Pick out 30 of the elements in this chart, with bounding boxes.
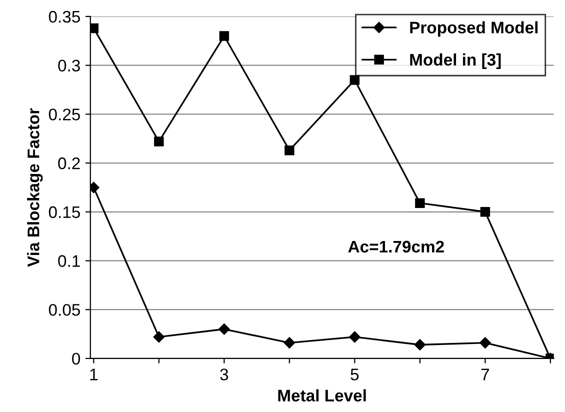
point — [350, 75, 360, 85]
point — [284, 337, 296, 348]
point — [154, 136, 164, 146]
y-tick-label: 0.1 — [58, 255, 80, 267]
legend-label: Model in [3] — [410, 53, 501, 69]
y-tick-label: 0.35 — [48, 10, 80, 23]
y-tick-label: 0.2 — [58, 157, 80, 170]
legend-label: Proposed Model — [410, 21, 538, 37]
point — [153, 331, 165, 343]
y-tick-label: 0 — [72, 352, 80, 365]
point — [414, 339, 426, 350]
point — [415, 198, 425, 208]
point — [218, 324, 230, 335]
y-axis-title: Via Blockage Factor — [27, 108, 43, 267]
x-tick-label: 1 — [90, 368, 98, 380]
point — [284, 145, 294, 156]
x-tick-label: 7 — [481, 368, 489, 380]
point — [219, 31, 230, 41]
x-axis-title: Metal Level — [278, 389, 366, 402]
point — [349, 331, 360, 343]
annotation: Ac=1.79cm2 — [348, 240, 444, 253]
y-tick-label: 0.25 — [48, 108, 80, 120]
point — [90, 23, 99, 34]
point — [480, 337, 491, 348]
y-tick-label: 0.3 — [58, 60, 80, 72]
x-tick-label: 3 — [220, 368, 228, 380]
x-tick-label: 5 — [350, 368, 359, 380]
point — [480, 207, 490, 217]
y-tick-label: 0.15 — [48, 206, 80, 218]
y-tick-label: 0.05 — [48, 304, 80, 316]
